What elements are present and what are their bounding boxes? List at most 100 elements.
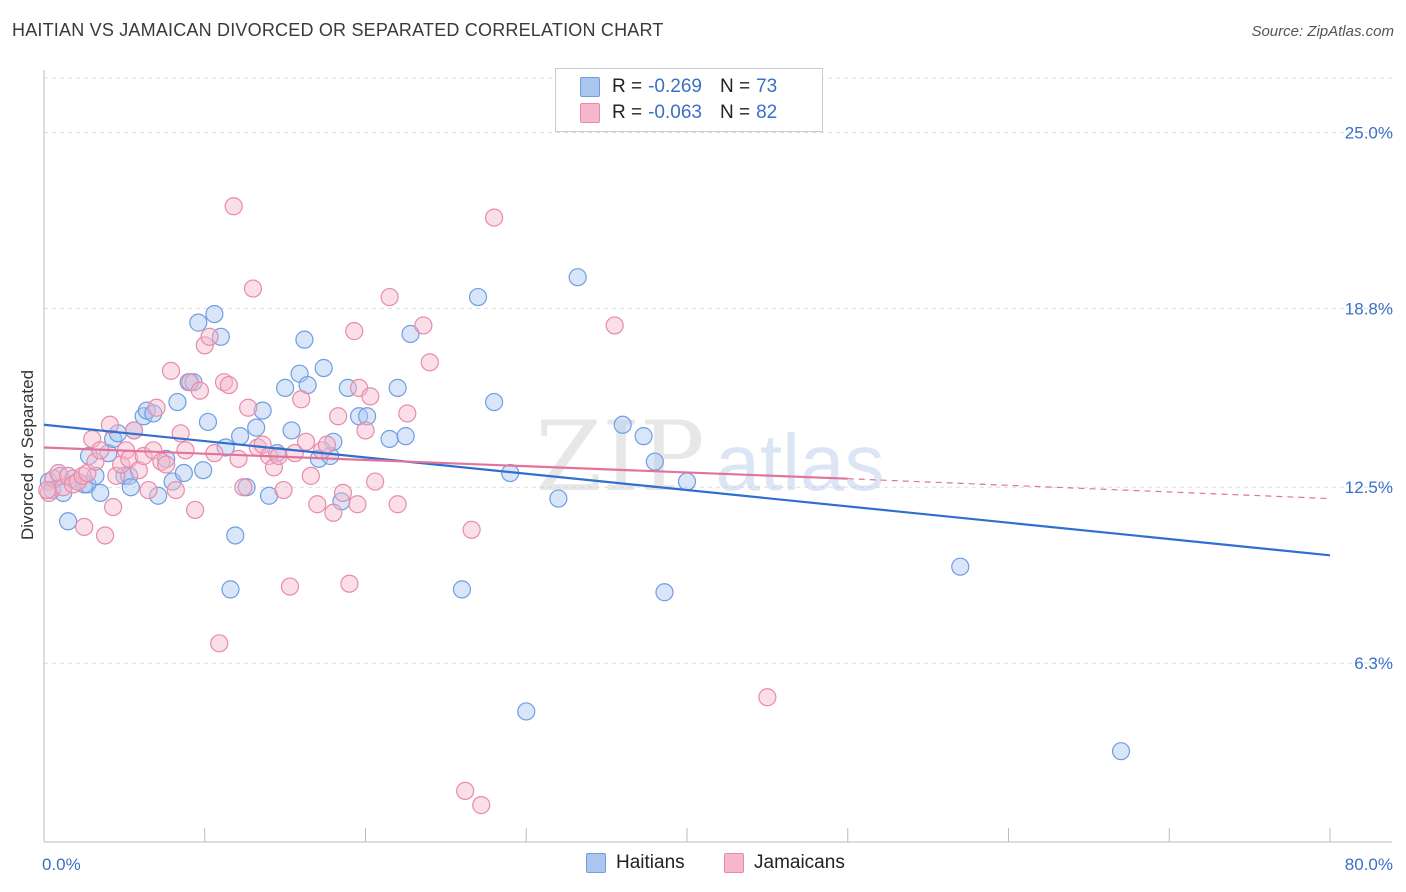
- jamaican-point: [472, 796, 491, 815]
- haitian-point: [401, 324, 420, 344]
- bottom-legend: Haitians Jamaicans: [0, 852, 1406, 878]
- bottom-swatch-haitians: [586, 853, 606, 873]
- jamaican-point: [139, 480, 158, 500]
- bottom-legend-haitians: Haitians: [586, 852, 685, 874]
- jamaican-point: [214, 373, 234, 392]
- haitian-point: [655, 583, 674, 602]
- jamaican-point: [100, 415, 120, 434]
- jamaican-point: [152, 452, 171, 471]
- haitian-point: [198, 412, 218, 432]
- legend-row-jamaicans: R = -0.063 N = 82: [580, 101, 777, 125]
- jamaican-point: [186, 500, 205, 520]
- jamaican-point: [104, 497, 123, 517]
- jamaican-point: [456, 781, 475, 801]
- haitian-point: [1111, 742, 1131, 761]
- jamaican-point: [324, 503, 343, 522]
- legend-n-label: N =: [719, 76, 751, 97]
- y-tick-label: 6.3%: [1354, 654, 1393, 673]
- haitian-point: [396, 427, 415, 446]
- haitian-point: [205, 304, 224, 324]
- jamaican-point: [329, 407, 348, 426]
- jamaican-point: [210, 634, 229, 653]
- jamaican-point: [200, 327, 219, 346]
- haitian-point: [314, 358, 333, 378]
- jamaican-trend-line: [43, 446, 848, 480]
- jamaican-point: [147, 398, 166, 417]
- haitian-point: [380, 429, 399, 449]
- y-tick-label: 18.8%: [1345, 299, 1393, 318]
- chart-source: Source: ZipAtlas.com: [1251, 23, 1394, 40]
- haitian-point: [613, 415, 632, 434]
- haitian-point: [149, 486, 168, 505]
- haitian-point: [42, 480, 62, 500]
- jamaican-point: [75, 517, 94, 537]
- tick-labels: 6.3% 12.5% 18.8% 25.0% 0.0% 80.0%: [42, 123, 1393, 874]
- jamaican-point: [38, 480, 57, 500]
- haitian-point: [194, 461, 213, 480]
- jamaican-point: [86, 452, 105, 471]
- bottom-legend-jamaicans: Jamaicans: [724, 852, 845, 874]
- jamaican-point: [161, 361, 181, 380]
- jamaican-point: [420, 353, 439, 372]
- haitian-point: [485, 392, 504, 412]
- haitian-point: [168, 392, 187, 412]
- haitian-point: [189, 313, 208, 332]
- legend: R = -0.269 N = 73 R = -0.063 N = 82: [555, 68, 823, 132]
- haitian-point: [276, 378, 295, 397]
- jamaican-point: [234, 478, 253, 497]
- jamaican-point: [195, 336, 214, 355]
- haitian-point: [951, 557, 970, 576]
- bottom-legend-label-haitians: Haitians: [616, 852, 685, 873]
- haitian-point: [91, 483, 110, 502]
- jamaican-point: [190, 381, 210, 400]
- jamaican-point: [59, 466, 78, 485]
- watermark-atlas: atlas: [716, 418, 885, 507]
- y-tick-label: 25.0%: [1345, 123, 1393, 142]
- haitian-point: [157, 449, 176, 468]
- legend-n-value: 82: [756, 102, 778, 123]
- jamaican-point: [229, 449, 248, 468]
- watermark: ZIP atlas: [535, 401, 884, 513]
- haitian-point: [282, 421, 301, 440]
- jamaican-point: [243, 279, 263, 298]
- legend-r-value: -0.063: [648, 102, 702, 123]
- haitian-point: [549, 489, 568, 508]
- jamaican-point: [264, 458, 283, 477]
- haitian-point: [568, 268, 587, 287]
- jamaican-trend-extension: [847, 478, 1331, 500]
- legend-swatch-jamaicans: [580, 103, 600, 123]
- jamaican-point: [398, 404, 417, 423]
- haitian-point: [645, 452, 664, 471]
- jamaican-point: [356, 421, 375, 440]
- haitian-point: [295, 330, 314, 349]
- jamaican-point: [414, 316, 433, 335]
- jamaican-point: [380, 287, 399, 307]
- jamaican-point: [758, 688, 777, 707]
- haitian-point: [677, 472, 697, 491]
- haitian-point: [452, 580, 472, 599]
- y-tick-label: 12.5%: [1345, 478, 1393, 497]
- haitian-point: [247, 418, 266, 437]
- jamaican-point: [348, 495, 367, 514]
- haitian-point: [174, 463, 193, 483]
- jamaican-point: [296, 432, 316, 451]
- jamaican-point: [388, 495, 407, 514]
- x-tick-label: 0.0%: [42, 855, 81, 874]
- haitian-point: [388, 378, 407, 397]
- bottom-swatch-jamaicans: [724, 853, 744, 873]
- haitian-point: [468, 287, 488, 307]
- legend-swatch-haitians: [580, 77, 600, 97]
- jamaican-point: [462, 520, 481, 539]
- haitian-point: [231, 427, 250, 446]
- jamaican-point: [361, 387, 380, 406]
- legend-r-value: -0.269: [648, 76, 702, 97]
- chart-title: HAITIAN VS JAMAICAN DIVORCED OR SEPARATE…: [12, 20, 664, 40]
- trend-lines: [43, 423, 1331, 557]
- haitian-point: [634, 427, 653, 446]
- jamaican-point: [166, 480, 185, 500]
- axes: [43, 70, 1392, 843]
- haitian-trend-line: [43, 423, 1331, 557]
- grid-lines: [44, 77, 1392, 664]
- haitian-point: [226, 526, 245, 545]
- jamaican-point: [107, 466, 126, 485]
